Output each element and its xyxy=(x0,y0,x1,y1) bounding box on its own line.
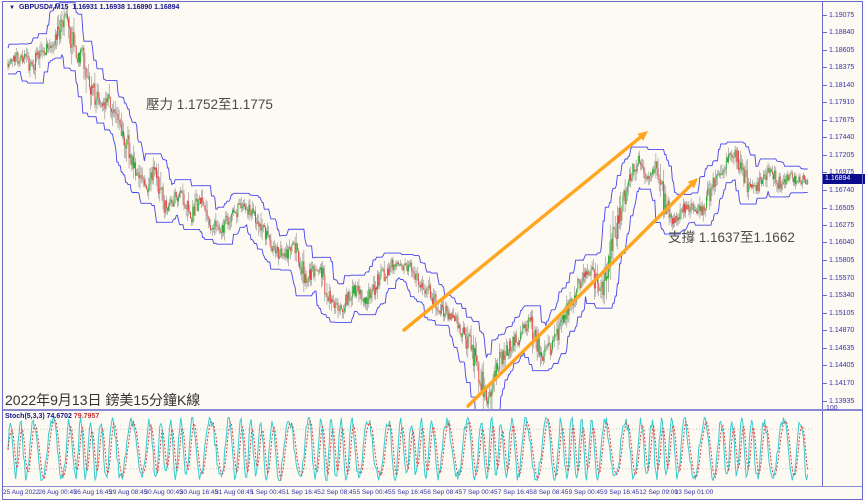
time-label: 7 Sep 00:45 xyxy=(462,489,498,496)
time-label: 30 Aug 00:45 xyxy=(144,489,183,496)
time-label: 30 Aug 16:45 xyxy=(179,489,219,496)
price-tick: 1.17675 xyxy=(823,116,854,124)
time-label: 8 Sep 08:45 xyxy=(533,489,569,496)
price-tick: 1.16275 xyxy=(823,221,854,229)
price-tick: 1.14635 xyxy=(823,344,854,352)
chart-caption: 2022年9月13日 鎊美15分鐘K線 xyxy=(5,392,201,408)
tick-mark xyxy=(823,14,827,16)
price-tick: 1.14870 xyxy=(823,327,854,335)
time-label: 9 Sep 00:45 xyxy=(568,489,604,496)
tick-mark xyxy=(823,189,827,191)
price-tick: 1.16040 xyxy=(823,239,854,247)
chart-title-bar[interactable]: ▼ GBPUSD#,M15 1.16931 1.16938 1.16890 1.… xyxy=(9,4,179,11)
tick-mark xyxy=(823,400,827,402)
price-tick: 1.16740 xyxy=(823,186,854,194)
tick-mark xyxy=(823,312,827,314)
time-label: 2 Sep 08:45 xyxy=(321,489,357,496)
time-label: 29 Aug 08:45 xyxy=(109,489,148,496)
tick-mark xyxy=(823,102,827,103)
stochastic-scale-max: 100 xyxy=(826,405,838,412)
ohlc-values: 1.16931 1.16938 1.16890 1.16894 xyxy=(72,4,180,11)
price-tick: 1.14170 xyxy=(823,379,854,387)
symbol-timeframe-label: GBPUSD#,M15 xyxy=(18,4,69,11)
indicator-window-separator[interactable] xyxy=(2,409,863,411)
price-tick: 1.13935 xyxy=(823,397,854,405)
price-tick: 1.18605 xyxy=(823,46,854,54)
price-tick: 1.15805 xyxy=(823,257,854,265)
stochastic-panel[interactable] xyxy=(3,412,822,486)
tick-mark xyxy=(823,67,827,69)
tick-mark xyxy=(823,172,827,174)
stochastic-name: Stoch(5,3,3) xyxy=(5,413,45,420)
time-label: 5 Sep 00:45 xyxy=(356,489,392,496)
price-tick: 1.18840 xyxy=(823,29,854,37)
time-label: 1 Sep 16:45 xyxy=(285,489,321,496)
tick-mark xyxy=(823,242,827,244)
stochastic-main-value: 74.6702 xyxy=(46,413,72,420)
tick-mark xyxy=(823,347,827,349)
price-tick: 1.16975 xyxy=(823,169,854,177)
tick-mark xyxy=(823,154,827,156)
time-label: 26 Aug 00:45 xyxy=(38,489,77,496)
tick-mark xyxy=(823,330,827,332)
tick-mark xyxy=(823,207,827,209)
tick-mark xyxy=(823,260,827,261)
time-label: 7 Sep 16:45 xyxy=(497,489,533,496)
time-label: 9 Sep 16:45 xyxy=(604,489,640,496)
time-label: 31 Aug 08:45 xyxy=(215,489,254,496)
price-tick: 1.19075 xyxy=(823,11,854,19)
current-price-label: 1.16894 xyxy=(823,173,865,184)
stochastic-label: Stoch(5,3,3) 74.6702 79.7957 xyxy=(5,413,99,420)
price-axis[interactable]: 1.19075 1.18840 1.18605 1.18375 1.18140 1.179… xyxy=(823,2,865,409)
price-chart-canvas[interactable] xyxy=(3,2,822,409)
price-tick: 1.17205 xyxy=(823,151,854,159)
time-label: 6 Sep 08:45 xyxy=(427,489,463,496)
price-tick: 1.15105 xyxy=(823,309,854,317)
tick-mark xyxy=(823,49,827,51)
tick-mark xyxy=(823,382,827,384)
time-axis[interactable]: 25 Aug 2022 26 Aug 00:45 26 Aug 16:45 29 Au… xyxy=(3,488,822,501)
price-tick: 1.18140 xyxy=(823,81,854,89)
tick-mark xyxy=(823,119,827,121)
tick-mark xyxy=(823,84,827,86)
price-axis-border xyxy=(822,2,823,487)
time-label: 26 Aug 16:45 xyxy=(73,489,113,496)
tick-mark xyxy=(823,277,827,279)
tick-mark xyxy=(823,365,827,367)
price-tick: 1.17910 xyxy=(823,99,854,107)
time-label: 1 Sep 00:45 xyxy=(250,489,286,496)
support-annotation: 支撐 1.1637至1.1662 xyxy=(668,230,795,245)
price-tick: 1.17440 xyxy=(823,134,854,142)
price-tick: 1.16505 xyxy=(823,204,854,212)
resistance-annotation: 壓力 1.1752至1.1775 xyxy=(146,97,273,112)
time-axis-separator xyxy=(2,486,863,487)
price-tick: 1.15570 xyxy=(823,274,854,282)
price-tick: 1.14405 xyxy=(823,362,854,370)
time-label: 5 Sep 16:45 xyxy=(391,489,427,496)
price-tick: 1.15340 xyxy=(823,292,854,300)
stochastic-signal-value: 79.7957 xyxy=(73,413,100,420)
tick-mark xyxy=(823,32,827,34)
tick-mark xyxy=(823,295,827,296)
tick-mark xyxy=(823,224,827,226)
time-label: 13 Sep 01:00 xyxy=(674,489,714,496)
time-label: 25 Aug 2022 xyxy=(3,489,40,496)
symbol-collapse-icon[interactable]: ▼ xyxy=(9,4,15,11)
time-label: 12 Sep 09:00 xyxy=(639,489,678,496)
price-tick: 1.18375 xyxy=(823,64,854,72)
tick-mark xyxy=(823,137,827,139)
